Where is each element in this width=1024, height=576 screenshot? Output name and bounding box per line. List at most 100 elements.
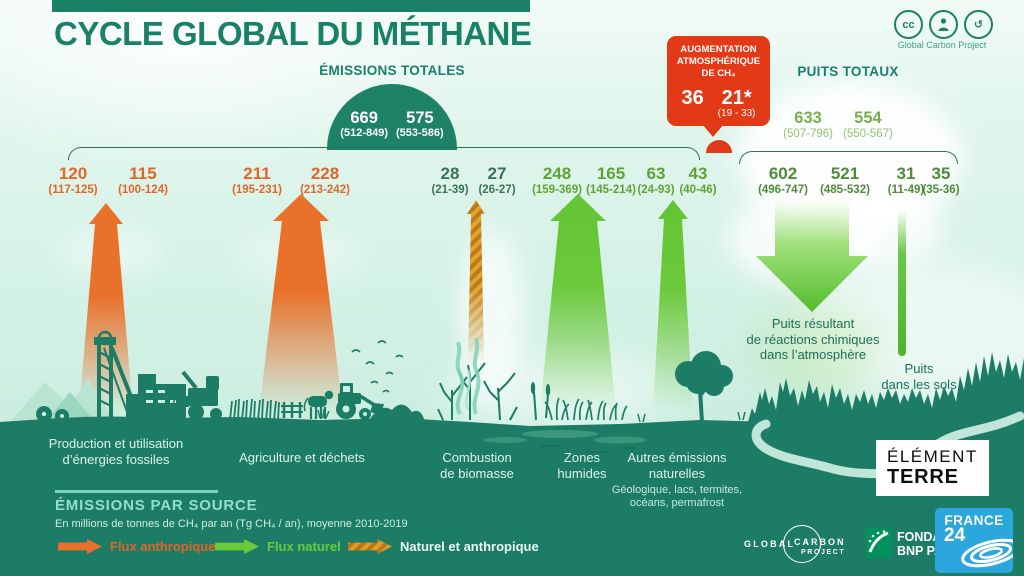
atmospheric-increase-callout: AUGMENTATION ATMOSPHÉRIQUE DE CH₄ 36 21*… (667, 36, 770, 126)
element-terre-line1: ÉLÉMENT (887, 447, 978, 466)
wetlands-value-1: 248 (159-369) (532, 164, 582, 196)
atmospheric-increase-value-2: 21* (721, 86, 752, 109)
emissions-total-range-2: (553-586) (396, 126, 444, 139)
footer-heading: ÉMISSIONS PAR SOURCE (55, 497, 258, 514)
other-natural-value-2: 43 (40-46) (679, 164, 717, 196)
callout-dot-icon (706, 140, 732, 153)
cc-attribution: Global Carbon Project (897, 40, 987, 50)
chemical-sink-value-2: 521 (485-532) (820, 164, 870, 196)
other-natural-value-1: 63 (24-93) (637, 164, 675, 196)
arrow-agriculture-up (259, 194, 343, 412)
wetlands-value-2: 165 (145-214) (586, 164, 636, 196)
arrow-soil-sink-down (898, 210, 906, 356)
element-terre-line2: TERRE (887, 465, 959, 488)
mixed-flux-arrow-icon (348, 539, 392, 554)
atmospheric-increase-range-2: (19 - 33) (717, 107, 756, 119)
agriculture-value-2: 228 (213-242) (300, 164, 350, 196)
sinks-total-range-1: (507-796) (783, 127, 833, 140)
agriculture-value-1: 211 (195-231) (232, 164, 282, 196)
fence-icon (281, 402, 303, 418)
natural-flux-arrow-icon (215, 539, 259, 554)
soil-sink-value-1: 31 (11-49) (887, 164, 925, 196)
sinks-bracket (739, 151, 958, 164)
emissions-total-label: ÉMISSIONS TOTALES (319, 63, 465, 78)
other-natural-label: Autres émissions naturelles (627, 450, 727, 481)
gcp-word-carbon: CARBON (794, 537, 846, 547)
smoke-wisps-icon (455, 337, 481, 415)
header-bar (52, 0, 530, 12)
flux-arrows (79, 194, 906, 412)
arrow-wetlands-up (540, 194, 616, 410)
france24-logo: FRANCE 24 (935, 508, 1013, 573)
fossil-value-2: 115 (100-124) (118, 164, 168, 196)
compost-pile-icon (368, 404, 425, 422)
ground-base (0, 416, 1024, 576)
cc-sa-arrow-icon: ↺ (964, 10, 993, 39)
other-natural-sublabel: Géologique, lacs, termites, océans, perm… (611, 484, 743, 510)
legend-item-naturel: Flux naturel (215, 539, 341, 554)
callout-pointer-icon (702, 124, 724, 137)
legend-label: Flux naturel (267, 539, 341, 554)
chemical-sink-label: Puits résultant de réactions chimiques d… (746, 316, 880, 363)
birds-icon (351, 340, 404, 399)
sinks-total-range-2: (550-567) (843, 127, 893, 140)
tractor-icon (336, 383, 384, 420)
biomass-value-1: 28 (21-39) (431, 164, 469, 196)
tree-icon (675, 351, 733, 423)
page-title: CYCLE GLOBAL DU MÉTHANE (54, 15, 532, 52)
harvester-icon (171, 370, 222, 420)
wetlands-label: Zones humides (557, 450, 607, 481)
gcp-word-global: GLOBAL (744, 539, 796, 549)
emissions-total-range-1: (512-849) (340, 126, 388, 139)
legend-label: Naturel et anthropique (400, 539, 539, 554)
atmospheric-increase-caption: AUGMENTATION ATMOSPHÉRIQUE DE CH₄ (676, 44, 761, 79)
emissions-total-value-2: 575 (406, 109, 434, 128)
sinks-total-values: 633 (507-796) 554 (550-567) (783, 110, 893, 141)
biomass-value-2: 27 (26-27) (478, 164, 516, 196)
element-terre-logo: ÉLÉMENT TERRE (876, 440, 989, 496)
sinks-total-value-2: 554 (854, 109, 882, 127)
arrow-chemical-sink-down (756, 198, 868, 312)
arrow-fossil-up (79, 203, 133, 412)
sinks-total-value-1: 633 (794, 109, 822, 127)
cow-icon (303, 390, 334, 419)
atmospheric-increase-value-1: 36 (681, 86, 704, 109)
grass-tufts-icon (317, 408, 746, 423)
arrow-other-natural-up (653, 200, 693, 410)
global-carbon-project-logo: GLOBAL CARBON PROJECT (744, 523, 856, 565)
creative-commons-badges: cc ↺ (894, 10, 993, 39)
footer-unit-note: En millions de tonnes de CH₄ par an (Tg … (55, 518, 408, 530)
agriculture-label: Agriculture et déchets (239, 450, 365, 465)
anthropogenic-flux-arrow-icon (58, 539, 102, 554)
ground-scene (0, 330, 1024, 576)
wetland-icon (483, 382, 646, 453)
fossil-value-1: 120 (117-125) (48, 164, 98, 196)
emissions-bracket (68, 147, 700, 160)
mountains-icon (10, 378, 115, 422)
biomass-label: Combustion de biomasse (440, 450, 514, 481)
cc-icon: cc (894, 10, 923, 39)
france24-number: 24 (944, 525, 966, 546)
fossil-label: Production et utilisation d’énergies fos… (48, 436, 184, 467)
gcp-circle-icon (783, 525, 821, 563)
emissions-total-value-1: 669 (350, 109, 378, 128)
river-icon (751, 411, 1024, 479)
soil-sink-value-2: 35 (35-36) (922, 164, 960, 196)
cc-by-person-icon (929, 10, 958, 39)
legend-item-anthropique: Flux anthropique (58, 539, 215, 554)
bnp-logo-icon (866, 528, 892, 558)
france24-word: FRANCE (944, 513, 1004, 528)
arrow-biomass-up (467, 200, 485, 360)
legend-item-mixte: Naturel et anthropique (348, 539, 539, 554)
chemical-sink-value-1: 602 (496-747) (758, 164, 808, 196)
france24-ripple-icon (961, 538, 1013, 568)
gcp-word-project: PROJECT (801, 549, 846, 556)
crops-icon (229, 398, 280, 421)
legend-label: Flux anthropique (110, 539, 216, 554)
soil-sink-label: Puits dans les sols (881, 361, 957, 392)
conifer-forest-icon (748, 352, 1024, 430)
footer-divider (55, 490, 218, 493)
sinks-total-label: PUITS TOTAUX (797, 64, 899, 79)
